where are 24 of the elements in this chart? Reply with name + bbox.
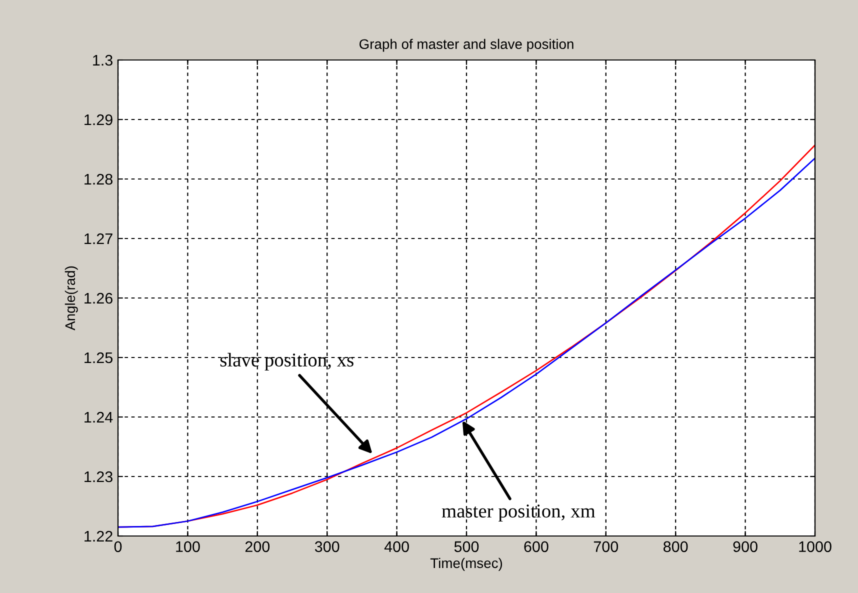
y-tick-label: 1.23	[84, 471, 112, 482]
y-tick-label: 1.3	[93, 54, 112, 66]
x-tick-label: 200	[245, 541, 270, 552]
x-tick-label: 400	[384, 541, 409, 552]
y-tick-label: 1.22	[84, 530, 112, 542]
x-tick-label: 700	[594, 541, 618, 552]
chart-title: Graph of master and slave position	[360, 38, 574, 52]
y-tick-label: 1.28	[84, 174, 112, 185]
x-tick-label: 1000	[799, 541, 832, 552]
x-tick-label: 600	[524, 541, 548, 552]
annotation: master position, xm	[442, 504, 596, 522]
y-tick-label: 1.29	[84, 114, 112, 126]
x-tick-label: 300	[314, 541, 340, 552]
y-tick-label: 1.27	[84, 233, 112, 244]
y-tick-label: 1.26	[84, 292, 112, 304]
x-tick-label: 100	[176, 541, 200, 552]
x-tick-label: 500	[454, 541, 479, 552]
y-tick-label: 1.24	[84, 412, 113, 423]
x-axis-title: Time(msec)	[430, 558, 502, 571]
y-axis-title: Angle(rad)	[64, 266, 78, 330]
y-tick-label: 1.25	[84, 352, 112, 364]
x-tick-label: 900	[733, 541, 758, 552]
x-tick-label: 800	[664, 541, 688, 552]
x-tick-label: 0	[114, 541, 122, 552]
